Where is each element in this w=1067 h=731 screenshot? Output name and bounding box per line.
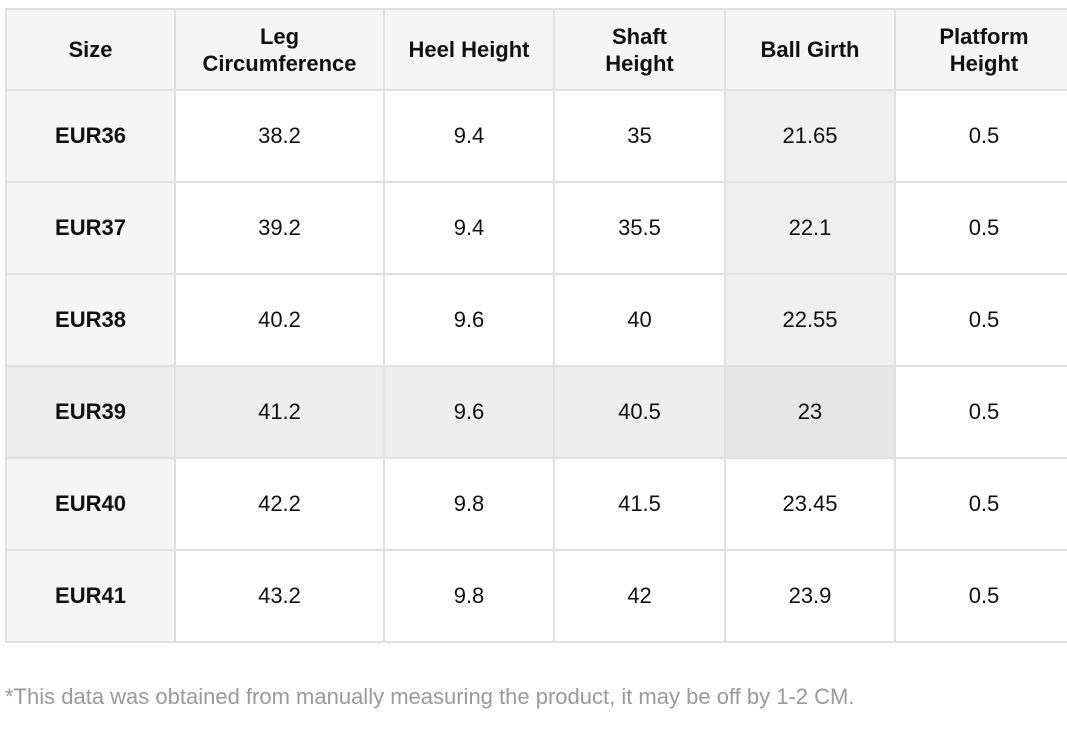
size-cell: EUR41 (5, 549, 176, 643)
platform-cell: 0.5 (894, 89, 1067, 183)
header-leg-circumference: Leg Circumference (174, 8, 385, 91)
size-cell: EUR39 (5, 365, 176, 459)
header-ball-girth: Ball Girth (724, 8, 896, 91)
table-row: EUR37 39.2 9.4 35.5 22.1 0.5 (5, 181, 1067, 275)
ball-girth-cell: 23 (724, 365, 896, 459)
ball-girth-cell: 21.65 (724, 89, 896, 183)
table-header-row: Size Leg Circumference Heel Height Shaft… (5, 8, 1067, 91)
table-row: EUR36 38.2 9.4 35 21.65 0.5 (5, 89, 1067, 183)
platform-cell: 0.5 (894, 181, 1067, 275)
leg-cell: 40.2 (174, 273, 385, 367)
header-heel-height: Heel Height (383, 8, 555, 91)
leg-cell: 38.2 (174, 89, 385, 183)
platform-cell: 0.5 (894, 457, 1067, 551)
size-cell: EUR38 (5, 273, 176, 367)
header-platform-height: Platform Height (894, 8, 1067, 91)
leg-cell: 41.2 (174, 365, 385, 459)
platform-cell: 0.5 (894, 365, 1067, 459)
leg-cell: 43.2 (174, 549, 385, 643)
heel-cell: 9.4 (383, 181, 555, 275)
heel-cell: 9.6 (383, 273, 555, 367)
shaft-cell: 40 (553, 273, 726, 367)
table-row: EUR41 43.2 9.8 42 23.9 0.5 (5, 549, 1067, 643)
ball-girth-cell: 22.55 (724, 273, 896, 367)
ball-girth-cell: 22.1 (724, 181, 896, 275)
platform-cell: 0.5 (894, 273, 1067, 367)
table-row: EUR38 40.2 9.6 40 22.55 0.5 (5, 273, 1067, 367)
shaft-cell: 35 (553, 89, 726, 183)
size-cell: EUR40 (5, 457, 176, 551)
shaft-cell: 40.5 (553, 365, 726, 459)
heel-cell: 9.8 (383, 549, 555, 643)
size-cell: EUR37 (5, 181, 176, 275)
ball-girth-cell: 23.45 (724, 457, 896, 551)
shaft-cell: 35.5 (553, 181, 726, 275)
shaft-cell: 42 (553, 549, 726, 643)
platform-cell: 0.5 (894, 549, 1067, 643)
size-cell: EUR36 (5, 89, 176, 183)
size-table: Size Leg Circumference Heel Height Shaft… (5, 8, 1067, 643)
table-row: EUR40 42.2 9.8 41.5 23.45 0.5 (5, 457, 1067, 551)
header-shaft-height: Shaft Height (553, 8, 726, 91)
table-row-highlighted: EUR39 41.2 9.6 40.5 23 0.5 (5, 365, 1067, 459)
shaft-cell: 41.5 (553, 457, 726, 551)
leg-cell: 42.2 (174, 457, 385, 551)
heel-cell: 9.4 (383, 89, 555, 183)
header-size: Size (5, 8, 176, 91)
leg-cell: 39.2 (174, 181, 385, 275)
ball-girth-cell: 23.9 (724, 549, 896, 643)
measurement-disclaimer: *This data was obtained from manually me… (5, 684, 855, 709)
heel-cell: 9.8 (383, 457, 555, 551)
heel-cell: 9.6 (383, 365, 555, 459)
